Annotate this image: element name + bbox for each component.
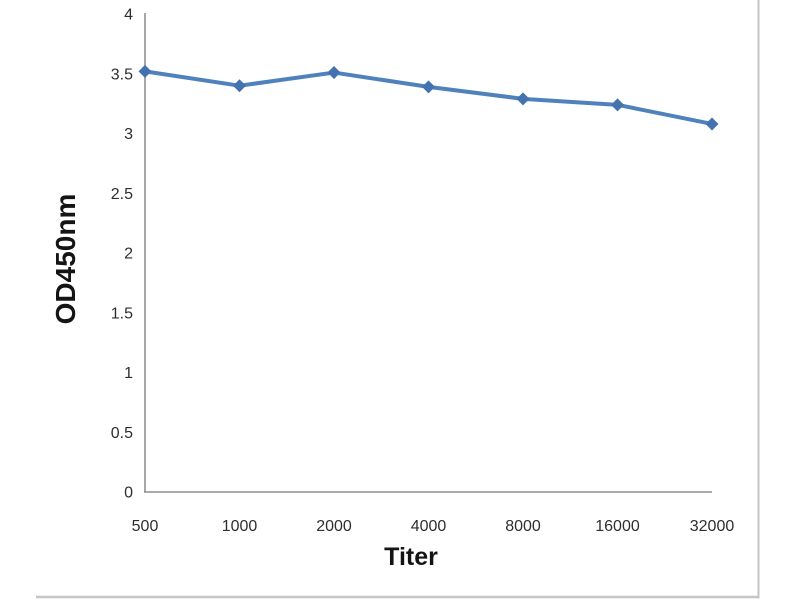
y-tick-label: 1	[124, 365, 133, 382]
data-point-marker	[705, 117, 719, 131]
data-point-marker	[611, 98, 624, 112]
x-tick-label: 16000	[595, 518, 640, 535]
y-tick-label: 2.5	[111, 186, 133, 203]
x-tick-label: 32000	[690, 518, 735, 535]
y-tick-label: 2	[124, 246, 133, 263]
data-point-marker	[516, 92, 530, 106]
y-tick-label: 3.5	[111, 66, 133, 83]
x-tick-label: 8000	[505, 518, 541, 535]
x-tick-label: 2000	[316, 518, 352, 535]
data-point-marker	[327, 66, 341, 80]
y-tick-label: 3	[124, 126, 133, 143]
y-tick-label: 0	[124, 485, 133, 502]
x-tick-label: 4000	[411, 518, 447, 535]
x-tick-label: 500	[132, 518, 159, 535]
x-tick-label: 1000	[222, 518, 258, 535]
y-tick-label: 0.5	[111, 425, 133, 442]
data-point-marker	[233, 79, 246, 93]
data-point-marker	[422, 80, 435, 94]
y-tick-label: 4	[124, 7, 133, 24]
y-tick-label: 1.5	[111, 305, 133, 322]
series-line	[143, 69, 714, 126]
data-point-marker	[138, 64, 152, 78]
